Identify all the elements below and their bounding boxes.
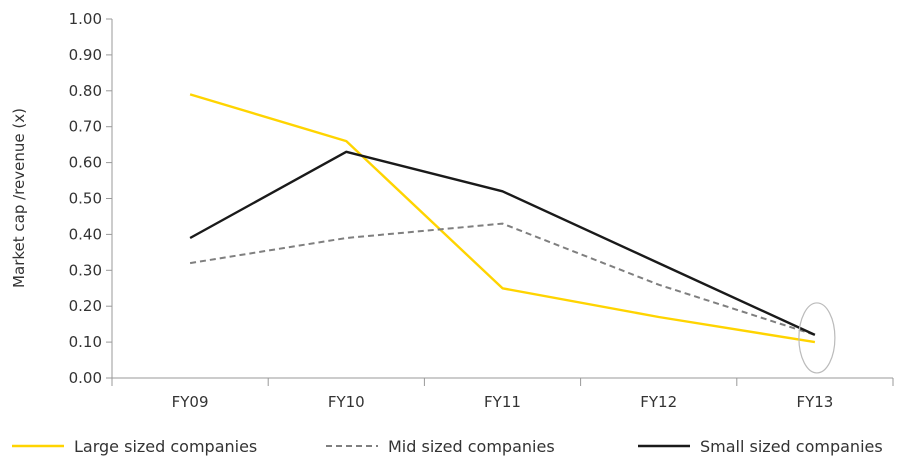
y-tick-label: 0.60: [69, 154, 102, 172]
y-tick-label: 0.90: [69, 46, 102, 64]
highlight-ellipse: [798, 302, 836, 374]
y-tick-label: 0.70: [69, 118, 102, 136]
y-tick-label: 1.00: [69, 10, 102, 28]
series-layer: [189, 93, 816, 344]
y-tick-label: 0.10: [69, 333, 102, 351]
y-tick-label: 0.50: [69, 190, 102, 208]
legend: Large sized companies Mid sized companies…: [12, 437, 883, 456]
y-tick-label: 0.80: [69, 82, 102, 100]
y-tick-label: 0.40: [69, 225, 102, 243]
series-line-3: [189, 150, 816, 336]
x-tick-label: FY10: [328, 393, 365, 411]
x-tick-label: FY13: [796, 393, 833, 411]
x-tick-label: FY11: [484, 393, 521, 411]
series-line-1: [189, 93, 816, 344]
legend-label-2: Mid sized companies: [388, 437, 555, 456]
x-tick-label: FY12: [640, 393, 677, 411]
series-line-2: [189, 222, 816, 336]
y-tick-label: 0.20: [69, 297, 102, 315]
x-tick-label: FY09: [172, 393, 209, 411]
legend-label-1: Large sized companies: [74, 437, 257, 456]
legend-label-3: Small sized companies: [700, 437, 883, 456]
annotation-layer: [798, 302, 836, 374]
y-tick-label: 0.30: [69, 261, 102, 279]
y-axis-title: Market cap /revenue (x): [10, 108, 28, 288]
axes: 0.00 0.10 0.20 0.30 0.40 0.50 0.60 0.70 0.80 0.90…: [69, 10, 894, 411]
y-tick-label: 0.00: [69, 369, 102, 387]
